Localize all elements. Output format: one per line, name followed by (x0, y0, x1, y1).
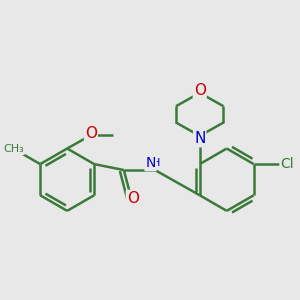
Text: O: O (194, 83, 206, 98)
Text: CH₃: CH₃ (3, 144, 24, 154)
Text: H: H (152, 158, 161, 168)
Text: Cl: Cl (280, 157, 294, 171)
Text: O: O (85, 126, 97, 141)
Text: O: O (127, 191, 139, 206)
Text: N: N (194, 131, 206, 146)
Text: N: N (146, 156, 156, 170)
